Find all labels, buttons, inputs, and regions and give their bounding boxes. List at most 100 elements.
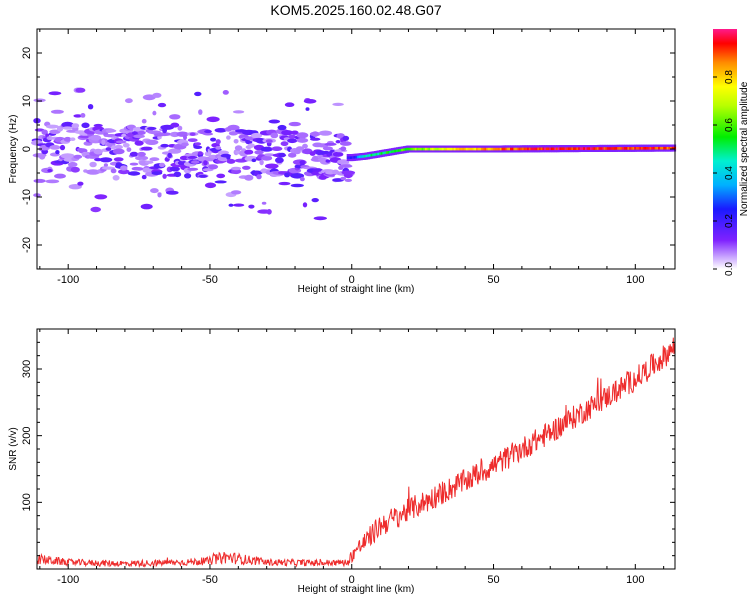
snr-series-line [36, 337, 675, 569]
spectral-blob [157, 192, 162, 198]
spectral-blob [48, 91, 62, 96]
spectral-blob [242, 165, 251, 170]
y-tick-label: -20 [21, 237, 33, 253]
spectral-blob [149, 157, 160, 162]
spectral-blob [222, 90, 229, 95]
spectral-blob [113, 157, 124, 162]
spectral-blob [197, 151, 203, 156]
spectral-blob [187, 167, 199, 171]
spectral-blob [67, 162, 78, 167]
spectral-blob [115, 140, 127, 144]
spectral-band-edge [671, 149, 677, 152]
spectral-blob [265, 163, 279, 169]
spectral-blob [45, 133, 50, 138]
y-tick-label: 20 [21, 47, 33, 59]
spectral-blob [281, 130, 293, 136]
spectral-blob [177, 125, 183, 131]
spectral-blob [160, 143, 169, 148]
spectral-blob [288, 152, 297, 158]
spectral-blob [135, 155, 149, 161]
spectral-blob [49, 129, 61, 135]
spectral-blob [124, 98, 133, 104]
spectral-blob [63, 136, 72, 142]
spectral-blob [309, 131, 321, 137]
spectral-blob [259, 159, 264, 166]
spectral-blob [62, 126, 73, 130]
spectral-blob [332, 102, 344, 106]
spectral-blob [75, 87, 86, 93]
spectral-blob [244, 174, 254, 181]
spectral-blob [227, 124, 240, 131]
spectral-blob [332, 151, 344, 157]
spectral-blob [152, 110, 157, 116]
spectral-blob [287, 138, 298, 144]
spectral-blob [324, 142, 337, 146]
spectral-blob [309, 151, 316, 156]
spectral-blob [214, 180, 227, 184]
spectral-blob [49, 145, 61, 150]
colorbar-tick-label: 0.4 [724, 166, 735, 180]
spectral-blob [126, 147, 132, 153]
spectral-blob [290, 173, 305, 179]
spectral-blob [322, 146, 333, 151]
spectral-blob [288, 121, 301, 127]
spectral-blob [204, 182, 217, 189]
spectral-blob [157, 132, 172, 137]
spectral-blob [204, 129, 212, 134]
spectral-blob [268, 119, 281, 124]
spectral-blob [198, 109, 203, 115]
colorbar-label: Normalized spectral amplitude [739, 81, 750, 216]
x-tick-label: 50 [487, 574, 499, 586]
spectral-blob [70, 166, 80, 173]
x-tick-label: 0 [349, 574, 355, 586]
spectral-blob [344, 178, 352, 182]
spectral-blob [45, 179, 60, 184]
spectral-blob [141, 174, 147, 180]
spectral-blob [296, 132, 309, 139]
spectral-blob [33, 98, 46, 103]
colorbar-tick-label: 0.0 [724, 262, 735, 276]
spectral-blob [73, 114, 83, 118]
spectral-blob [129, 151, 139, 157]
spectral-blob [166, 190, 179, 195]
y-tick-label: 100 [21, 493, 33, 511]
spectral-blob [122, 142, 130, 148]
spectral-blob [261, 155, 273, 161]
spectral-blob [170, 122, 180, 128]
spectral-blob [50, 109, 64, 114]
spectral-blob [87, 104, 94, 110]
snr-x-label: Height of straight line (km) [298, 584, 415, 595]
spectral-blob [302, 202, 308, 208]
spectral-blob [120, 165, 128, 171]
spectral-blob [270, 132, 279, 139]
spectral-blob [103, 163, 108, 167]
spectral-blob [167, 152, 172, 159]
spectral-blob [231, 166, 242, 171]
spectral-blob [265, 139, 273, 144]
x-tick-label: 100 [626, 274, 644, 286]
spectral-blob [187, 138, 198, 143]
spectral-blob [55, 150, 60, 155]
spectral-blob [295, 146, 304, 151]
spectral-blob [71, 123, 80, 129]
spectral-blob [112, 175, 120, 181]
y-tick-label: 200 [21, 426, 33, 444]
x-tick-label: -50 [202, 274, 218, 286]
spectral-blob [112, 148, 125, 155]
figure-title: KOM5.2025.160.02.48.G07 [270, 2, 441, 18]
spectral-blob [169, 114, 181, 120]
snr-frame [36, 328, 676, 570]
y-tick-label: 10 [21, 95, 33, 107]
spectral-blob [215, 146, 222, 150]
spectral-blob [184, 173, 192, 179]
colorbar-tick-label: 0.2 [724, 214, 735, 228]
y-tick-label: 0 [21, 146, 33, 152]
spectral-blob [160, 124, 175, 130]
spectral-blob [39, 154, 46, 160]
spectral-blob [134, 140, 144, 146]
spectral-blob [264, 153, 275, 157]
spectral-blob [54, 173, 66, 179]
spectral-blob [187, 155, 198, 159]
